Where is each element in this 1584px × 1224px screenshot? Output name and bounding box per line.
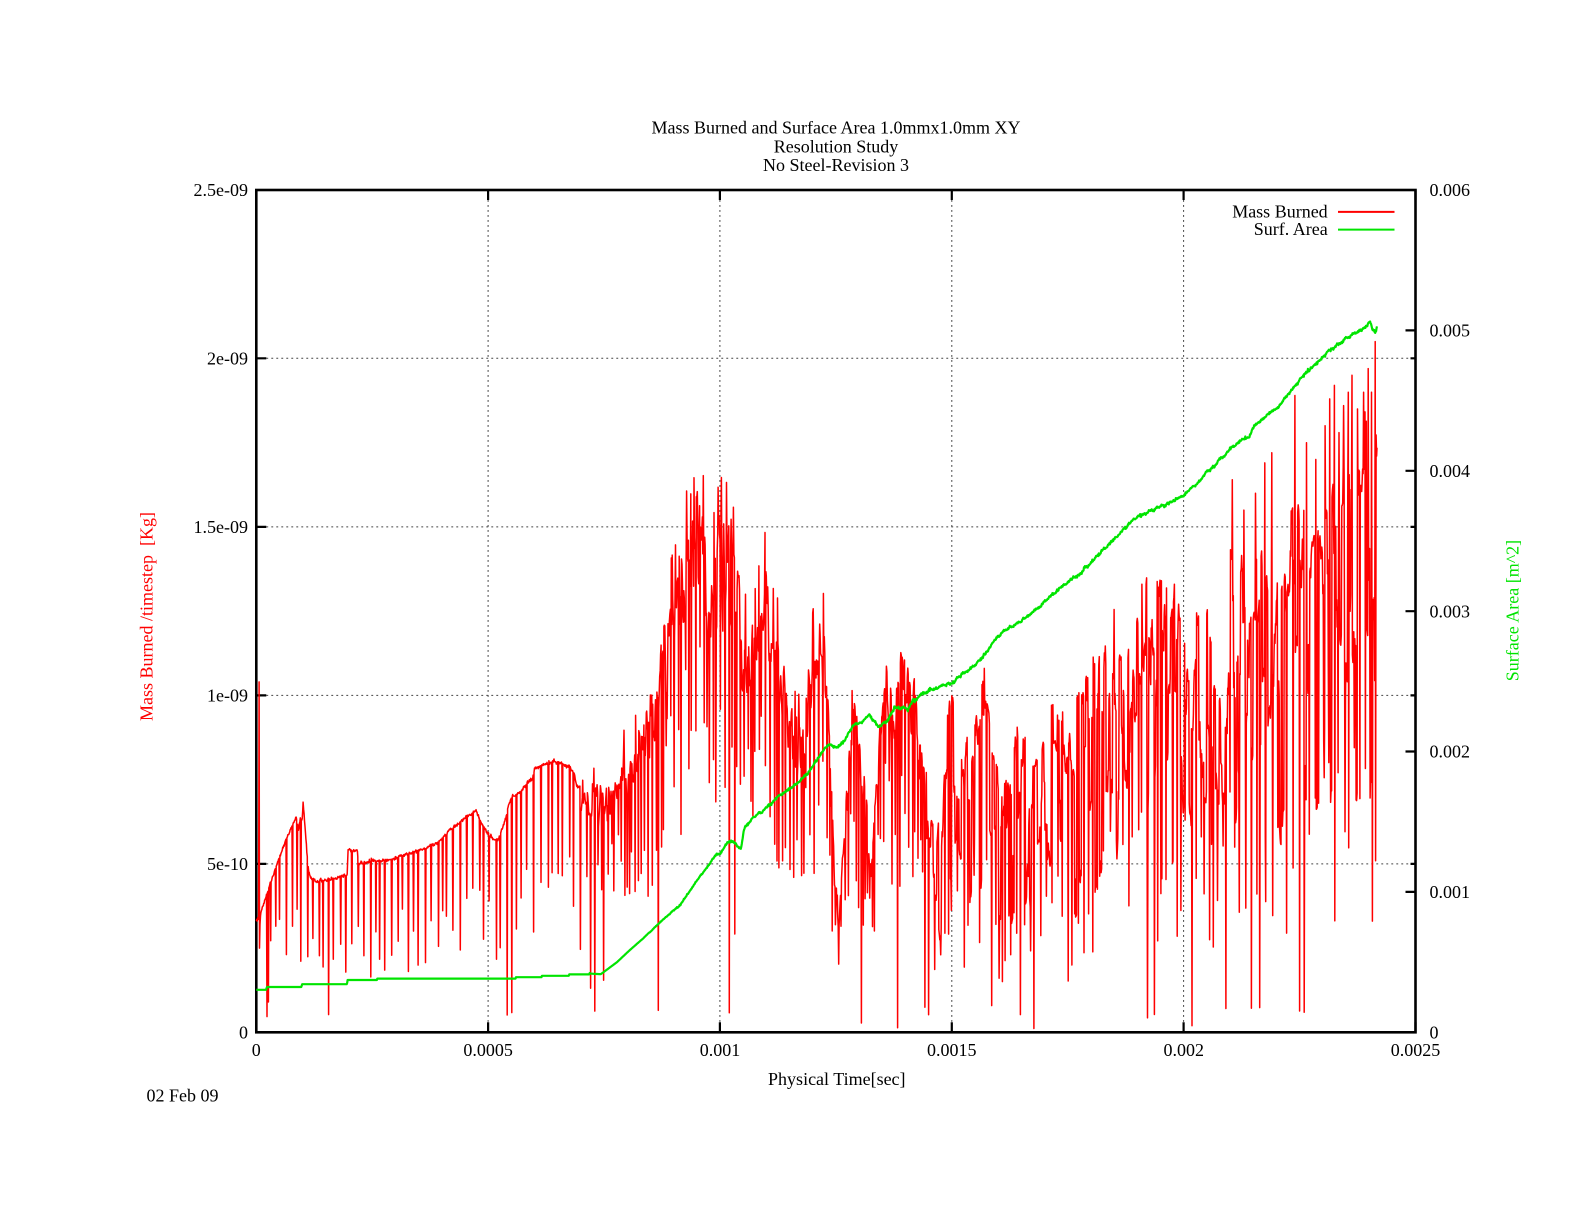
svg-text:0.001: 0.001	[700, 1040, 741, 1060]
svg-text:2e-09: 2e-09	[207, 349, 248, 369]
svg-text:0.004: 0.004	[1430, 461, 1471, 481]
svg-text:Mass Burned /timestep [Kg]: Mass Burned /timestep [Kg]	[137, 512, 157, 721]
svg-text:0.0015: 0.0015	[927, 1040, 977, 1060]
svg-text:0.005: 0.005	[1430, 321, 1471, 341]
svg-text:0: 0	[252, 1040, 261, 1060]
svg-text:0.003: 0.003	[1430, 601, 1471, 621]
svg-text:Physical Time[sec]: Physical Time[sec]	[768, 1069, 906, 1089]
svg-text:1.5e-09: 1.5e-09	[194, 517, 248, 537]
svg-text:0: 0	[1430, 1023, 1439, 1043]
svg-text:0.002: 0.002	[1430, 742, 1471, 762]
svg-text:02 Feb 09: 02 Feb 09	[147, 1086, 219, 1106]
svg-text:Mass Burned: Mass Burned	[1232, 202, 1328, 222]
svg-text:1e-09: 1e-09	[207, 686, 248, 706]
svg-text:Surf. Area: Surf. Area	[1254, 219, 1328, 239]
svg-text:0: 0	[239, 1023, 248, 1043]
svg-text:2.5e-09: 2.5e-09	[194, 180, 248, 200]
svg-text:No Steel-Revision 3: No Steel-Revision 3	[763, 155, 909, 175]
svg-text:Resolution Study: Resolution Study	[774, 137, 899, 157]
svg-text:0.001: 0.001	[1430, 882, 1471, 902]
svg-text:5e-10: 5e-10	[207, 854, 248, 874]
svg-text:0.0005: 0.0005	[463, 1040, 513, 1060]
svg-text:0.002: 0.002	[1163, 1040, 1204, 1060]
svg-text:0.0025: 0.0025	[1391, 1040, 1441, 1060]
svg-text:Mass Burned and Surface Area 1: Mass Burned and Surface Area 1.0mmx1.0mm…	[652, 118, 1021, 138]
svg-text:0.006: 0.006	[1430, 180, 1471, 200]
svg-text:Surface Area [m^2]: Surface Area [m^2]	[1503, 540, 1523, 681]
